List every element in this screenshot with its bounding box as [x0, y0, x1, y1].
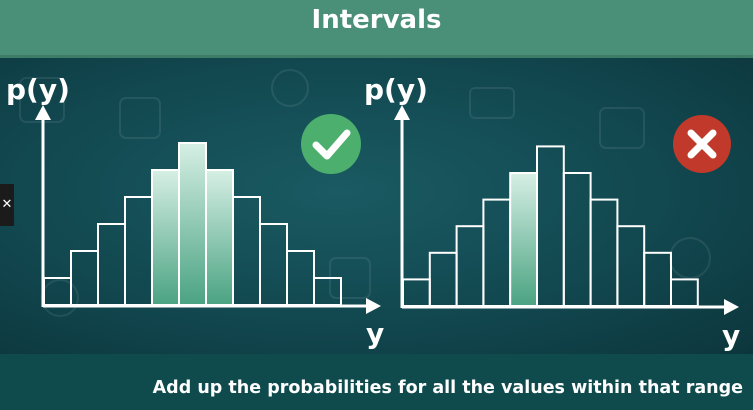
bar-left-10: [286, 250, 315, 306]
bar-left-3: [97, 223, 126, 306]
chart-right: p(y) y: [364, 73, 740, 352]
caption-text: Add up the probabilities for all the val…: [152, 378, 743, 398]
right-xlabel: y: [722, 319, 740, 352]
highlighted-bar-left-7: [205, 169, 234, 306]
left-bars: [43, 142, 342, 306]
highlighted-bar-left-5: [151, 169, 180, 306]
bar-right-7: [562, 172, 592, 307]
right-bars: [402, 145, 699, 308]
bar-right-8: [589, 198, 619, 308]
bar-left-11: [313, 277, 342, 306]
bar-right-4: [482, 198, 512, 308]
bar-right-1: [402, 278, 431, 307]
right-ylabel: p(y): [364, 73, 428, 106]
chart-left: p(y) y: [6, 73, 384, 350]
right-x-arrow: [724, 299, 739, 315]
bar-left-4: [124, 196, 153, 306]
close-icon: ✕: [1, 197, 13, 212]
bar-right-6: [536, 145, 565, 308]
bar-left-1: [43, 277, 72, 306]
cross-icon: [673, 115, 731, 173]
bar-right-11: [670, 278, 699, 307]
caption-bar: [0, 354, 753, 410]
left-y-arrow: [35, 105, 51, 120]
header-bar: Intervals: [0, 0, 753, 58]
bar-left-8: [232, 196, 261, 306]
check-icon: [301, 114, 361, 174]
highlighted-bar-left-6: [178, 142, 207, 306]
bar-right-10: [643, 251, 673, 308]
bar-right-3: [455, 225, 485, 307]
page-title: Intervals: [311, 5, 442, 35]
left-x-arrow: [366, 298, 381, 314]
bar-left-2: [70, 250, 99, 306]
highlighted-bar-right-5: [509, 172, 539, 307]
interval-diagram: p(y) y p(y) y: [6, 73, 740, 352]
bar-right-2: [428, 251, 458, 308]
left-xlabel: y: [366, 317, 384, 350]
right-y-arrow: [394, 105, 410, 120]
bar-right-9: [616, 225, 646, 307]
left-ylabel: p(y): [6, 73, 70, 106]
diagram-stage: p(y) y p(y) y: [0, 58, 753, 354]
side-close-button[interactable]: ✕: [0, 184, 14, 226]
bar-left-9: [259, 223, 288, 306]
